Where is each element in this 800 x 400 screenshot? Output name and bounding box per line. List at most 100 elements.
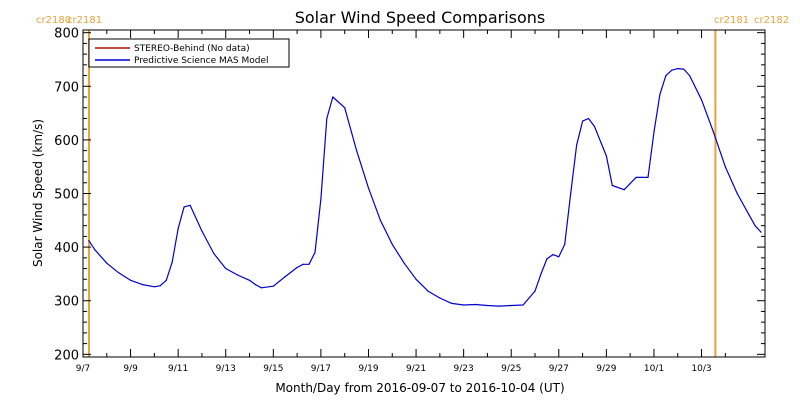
data-point <box>665 75 667 77</box>
data-point <box>683 68 685 70</box>
x-tick-label: 9/21 <box>406 364 426 374</box>
data-point <box>225 267 227 270</box>
y-tick-label: 700 <box>54 80 79 95</box>
x-tick-label: 10/1 <box>644 364 664 374</box>
marker-left-label-1: cr2180 <box>36 15 71 26</box>
data-point <box>558 256 560 258</box>
data-point <box>332 96 334 98</box>
data-point <box>546 258 548 260</box>
data-point <box>534 290 536 292</box>
y-tick-label: 300 <box>54 295 79 310</box>
data-point <box>587 117 590 120</box>
data-point <box>463 304 465 306</box>
data-point <box>344 107 346 109</box>
data-point <box>302 263 304 265</box>
data-point <box>260 287 262 289</box>
data-point <box>522 304 524 306</box>
marker-left-label-2: cr2181 <box>67 15 102 26</box>
data-point <box>165 279 167 281</box>
data-point <box>451 302 453 304</box>
data-point <box>635 176 637 178</box>
y-tick-label: 200 <box>54 348 79 363</box>
data-point <box>748 214 750 216</box>
x-tick-label: 9/7 <box>76 364 90 374</box>
data-point <box>754 225 756 227</box>
data-point <box>760 231 762 233</box>
y-tick-label: 800 <box>54 27 79 42</box>
x-tick-label: 9/9 <box>123 364 138 374</box>
data-point <box>403 262 405 264</box>
data-point <box>248 279 251 281</box>
data-point <box>272 285 274 287</box>
y-tick-label: 600 <box>54 134 79 149</box>
legend-box <box>88 38 290 68</box>
data-point <box>367 187 370 189</box>
data-point <box>427 290 429 292</box>
x-tick-label: 9/15 <box>263 364 283 374</box>
data-point <box>415 278 417 280</box>
data-point <box>677 68 679 70</box>
data-point <box>391 243 393 245</box>
y-tick-label: 500 <box>54 188 79 203</box>
plot-frame <box>82 29 766 358</box>
data-point <box>611 184 613 187</box>
data-point <box>106 262 108 264</box>
data-point <box>510 304 512 307</box>
data-point <box>540 273 542 275</box>
data-point <box>582 120 584 122</box>
data-point <box>724 166 726 168</box>
data-point <box>320 198 322 200</box>
data-point <box>130 279 132 281</box>
data-point <box>671 69 673 71</box>
legend: STEREO-Behind (No data) Predictive Scien… <box>88 38 290 68</box>
data-point <box>498 305 500 307</box>
data-point <box>118 272 120 274</box>
data-point <box>641 176 643 178</box>
x-tick-label: 9/29 <box>596 364 616 374</box>
data-point <box>564 243 566 245</box>
data-point <box>237 274 239 276</box>
data-point <box>576 144 578 146</box>
data-point <box>486 304 488 307</box>
data-point <box>379 219 381 221</box>
data-point <box>689 75 691 77</box>
data-point <box>623 189 625 191</box>
marker-right-label-2: cr2182 <box>754 15 789 26</box>
data-point <box>177 227 179 229</box>
x-tick-label: 9/19 <box>358 364 378 374</box>
data-point <box>700 99 703 101</box>
data-point <box>653 131 655 133</box>
data-point <box>647 176 649 178</box>
x-tick-label: 10/3 <box>691 364 711 374</box>
data-point <box>552 254 554 256</box>
data-point <box>189 204 191 206</box>
x-tick-label: 9/27 <box>549 364 569 374</box>
data-point <box>284 276 286 278</box>
data-point <box>213 252 215 255</box>
marker-right-label-1: cr2181 <box>714 15 749 26</box>
data-point <box>593 125 596 128</box>
data-point <box>439 297 441 299</box>
data-point <box>314 251 316 254</box>
data-point <box>474 303 477 306</box>
x-tick-label: 9/13 <box>216 364 236 374</box>
data-point <box>88 240 90 242</box>
chart-title: Solar Wind Speed Comparisons <box>295 8 546 27</box>
series-line-mas-model <box>88 67 762 307</box>
data-point <box>356 150 358 152</box>
data-point <box>605 155 608 157</box>
data-point <box>712 131 715 133</box>
x-tick-label: 9/11 <box>168 364 188 374</box>
legend-label-mas: Predictive Science MAS Model <box>134 56 269 66</box>
data-point <box>308 263 310 265</box>
x-tick-label: 9/23 <box>454 364 474 374</box>
legend-label-stereo: STEREO-Behind (No data) <box>134 44 250 54</box>
x-axis-label: Month/Day from 2016-09-07 to 2016-10-04 … <box>275 381 564 395</box>
data-point <box>296 266 298 269</box>
data-point <box>659 93 661 95</box>
data-point <box>570 192 572 195</box>
data-point <box>183 206 185 208</box>
data-point <box>201 230 203 232</box>
data-point <box>94 249 96 251</box>
